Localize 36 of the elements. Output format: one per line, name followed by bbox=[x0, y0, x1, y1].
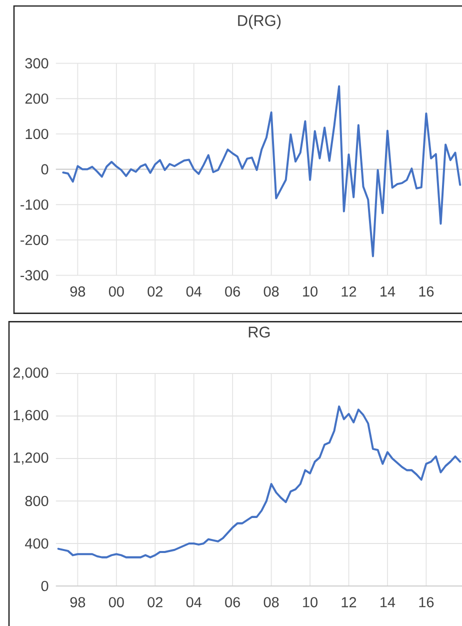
y-tick-label: 400 bbox=[25, 538, 48, 549]
y-tick-label: 1,600 bbox=[14, 410, 48, 422]
y-tick-label: 800 bbox=[25, 496, 48, 506]
y-tick-label: 2,000 bbox=[13, 368, 48, 380]
y-tick-label: -200 bbox=[20, 234, 48, 246]
chart-title: D(RG) bbox=[238, 14, 281, 30]
x-tick-label: 02 bbox=[148, 597, 162, 608]
y-tick-label: 300 bbox=[25, 58, 48, 68]
x-tick-label: 00 bbox=[108, 286, 124, 297]
y-tick-label: 0 bbox=[41, 164, 48, 174]
x-tick-label: 08 bbox=[264, 597, 279, 608]
x-tick-label: 08 bbox=[264, 286, 279, 297]
x-tick-label: 12 bbox=[342, 286, 356, 297]
x-tick-label: 04 bbox=[186, 286, 202, 297]
x-tick-label: 04 bbox=[186, 597, 202, 608]
x-tick-label: 10 bbox=[303, 286, 318, 297]
x-tick-label: 06 bbox=[225, 286, 240, 297]
x-tick-label: 14 bbox=[380, 286, 396, 296]
y-tick-label: -100 bbox=[20, 200, 48, 210]
x-tick-label: 14 bbox=[380, 597, 396, 608]
x-tick-label: 16 bbox=[419, 286, 434, 297]
chart-title: RG bbox=[248, 326, 270, 338]
x-tick-label: 12 bbox=[342, 597, 356, 608]
x-tick-label: 00 bbox=[108, 597, 124, 608]
y-tick-label: 100 bbox=[26, 128, 48, 140]
x-tick-label: 98 bbox=[70, 286, 86, 297]
x-tick-label: 98 bbox=[70, 597, 86, 608]
y-tick-label: 0 bbox=[41, 580, 48, 592]
x-tick-label: 06 bbox=[225, 597, 240, 608]
line-series bbox=[62, 85, 462, 258]
y-tick-label: 1,200 bbox=[14, 452, 48, 464]
x-tick-label: 10 bbox=[303, 597, 318, 608]
y-tick-label: 200 bbox=[25, 94, 48, 104]
y-tick-label: -300 bbox=[20, 270, 48, 280]
x-tick-label: 16 bbox=[419, 597, 434, 608]
x-tick-label: 02 bbox=[148, 286, 162, 297]
